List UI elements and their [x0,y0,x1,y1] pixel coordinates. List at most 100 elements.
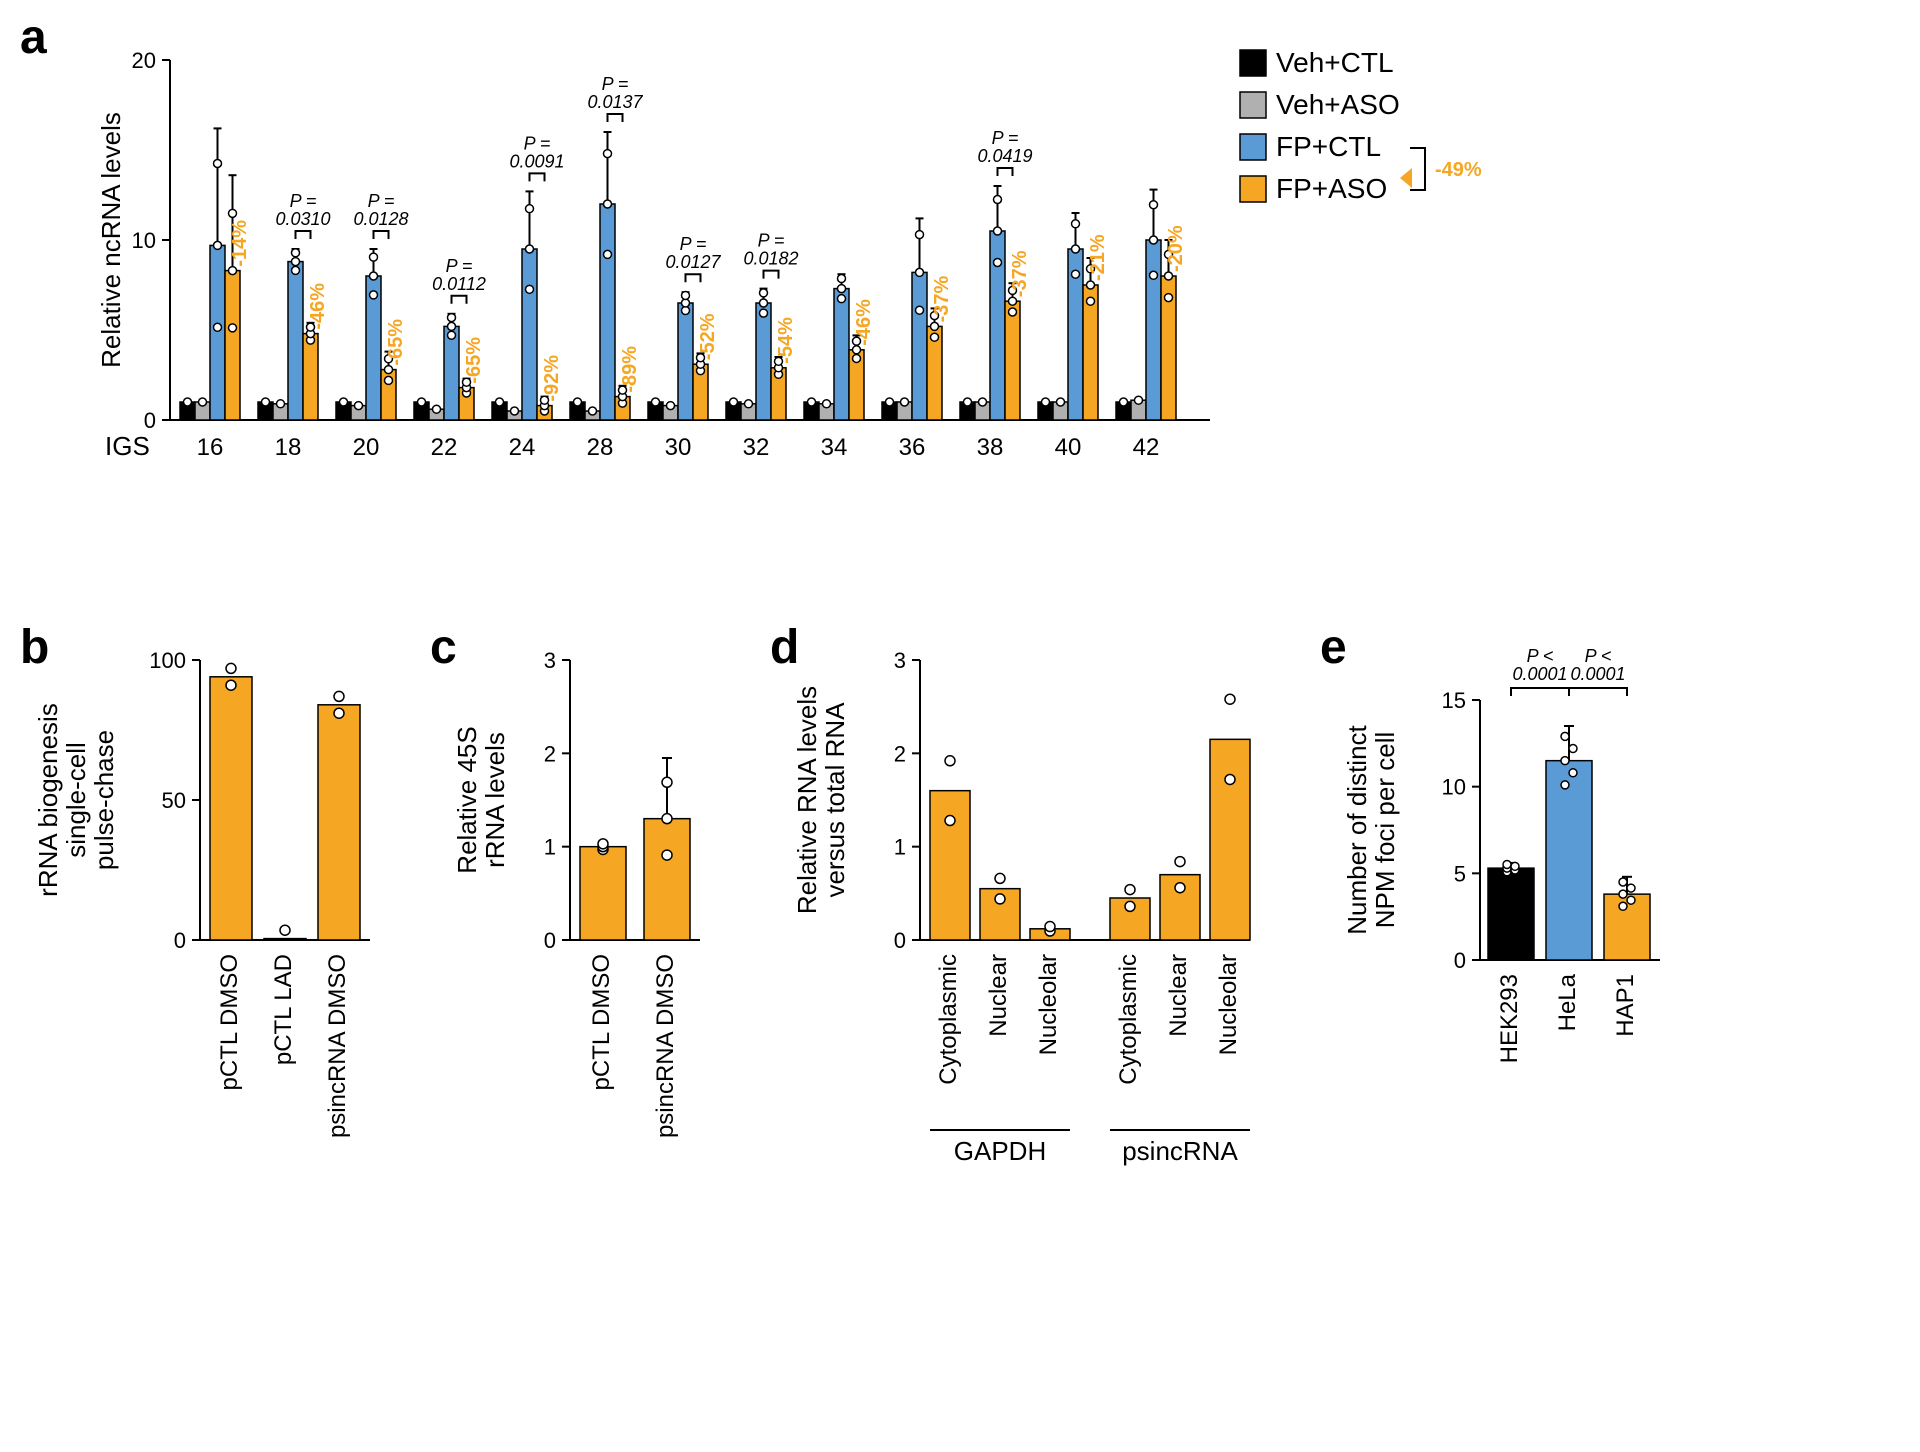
svg-text:20: 20 [132,48,156,73]
svg-text:Nucleolar: Nucleolar [1035,954,1062,1055]
svg-text:Nucleolar: Nucleolar [1215,954,1242,1055]
svg-text:18: 18 [275,434,302,461]
svg-text:pCTL DMSO: pCTL DMSO [216,954,243,1090]
svg-text:NPM foci per cell: NPM foci per cell [1370,732,1400,929]
svg-text:42: 42 [1133,434,1160,461]
svg-text:Cytoplasmic: Cytoplasmic [935,954,962,1085]
svg-text:-21%: -21% [1087,234,1109,281]
svg-text:versus total RNA: versus total RNA [820,702,850,898]
svg-text:P <: P < [1585,646,1612,666]
svg-text:10: 10 [1442,775,1466,800]
svg-text:0.0001: 0.0001 [1512,664,1567,684]
svg-text:P =: P = [290,191,317,211]
svg-text:-49%: -49% [1435,159,1482,181]
svg-text:-54%: -54% [775,317,797,364]
svg-text:32: 32 [743,434,770,461]
svg-text:0: 0 [894,928,906,953]
panel-e-chart: 051015 Number of distinctNPM foci per ce… [1350,640,1710,1260]
svg-text:20: 20 [353,434,380,461]
svg-text:FP+CTL: FP+CTL [1276,131,1381,162]
svg-text:-14%: -14% [229,220,251,267]
svg-text:0: 0 [144,408,156,433]
svg-text:0: 0 [1454,948,1466,973]
panel-a-legend: Veh+CTL Veh+ASO FP+CTL FP+ASO -49% [1240,47,1482,204]
svg-text:Veh+ASO: Veh+ASO [1276,89,1400,120]
svg-text:28: 28 [587,434,614,461]
svg-text:1: 1 [544,835,556,860]
svg-text:0.0091: 0.0091 [509,151,564,171]
panel-c-chart: 0123 Relative 45SrRNA levels pCTL DMSOps… [460,640,740,1240]
svg-text:single-cell: single-cell [61,742,91,858]
svg-text:36: 36 [899,434,926,461]
svg-text:HeLa: HeLa [1554,973,1581,1031]
svg-text:1: 1 [894,835,906,860]
svg-text:40: 40 [1055,434,1082,461]
panel-b-label: b [20,620,49,675]
svg-text:GAPDH: GAPDH [954,1136,1046,1166]
panel-a-label: a [20,10,47,65]
svg-text:HEK293: HEK293 [1496,974,1523,1063]
svg-text:P =: P = [758,231,785,251]
svg-text:P =: P = [602,74,629,94]
panel-a-xprefix: IGS [105,431,150,461]
svg-text:P =: P = [368,191,395,211]
svg-text:P =: P = [680,234,707,254]
svg-text:pCTL DMSO: pCTL DMSO [588,954,615,1090]
svg-text:psincRNA DMSO: psincRNA DMSO [652,954,679,1138]
svg-text:Relative 45S: Relative 45S [452,726,482,873]
svg-text:24: 24 [509,434,536,461]
svg-text:5: 5 [1454,861,1466,886]
svg-text:3: 3 [544,648,556,673]
svg-text:-65%: -65% [385,319,407,366]
svg-text:0.0127: 0.0127 [665,252,721,272]
svg-text:50: 50 [162,788,186,813]
svg-text:10: 10 [132,228,156,253]
svg-text:pCTL LAD: pCTL LAD [270,954,297,1065]
svg-text:-46%: -46% [853,299,875,346]
svg-text:38: 38 [977,434,1004,461]
svg-text:100: 100 [149,648,186,673]
svg-text:0.0419: 0.0419 [977,146,1032,166]
svg-text:0: 0 [544,928,556,953]
svg-text:rRNA levels: rRNA levels [480,732,510,868]
svg-text:0.0310: 0.0310 [275,209,330,229]
panel-e-label: e [1320,620,1347,675]
svg-text:2: 2 [894,741,906,766]
svg-text:-37%: -37% [931,275,953,322]
svg-text:HAP1: HAP1 [1612,974,1639,1037]
svg-text:0.0182: 0.0182 [743,249,798,269]
svg-text:0.0128: 0.0128 [353,209,408,229]
panel-a-chart: 0 10 20 Relative ncRNA levels IGS 16 18 20 22… [90,20,1390,560]
svg-text:P =: P = [446,256,473,276]
svg-text:34: 34 [821,434,848,461]
svg-text:Relative RNA levels: Relative RNA levels [792,686,822,914]
svg-text:15: 15 [1442,688,1466,713]
panel-a-ylabel: Relative ncRNA levels [96,112,126,368]
svg-text:-52%: -52% [697,313,719,360]
svg-text:Veh+CTL: Veh+CTL [1276,47,1394,78]
svg-text:Nuclear: Nuclear [1165,954,1192,1037]
svg-text:22: 22 [431,434,458,461]
svg-text:0.0001: 0.0001 [1570,664,1625,684]
svg-text:rRNA biogenesis: rRNA biogenesis [33,703,63,897]
panel-c-label: c [430,620,457,675]
svg-text:Nuclear: Nuclear [985,954,1012,1037]
svg-text:Number of distinct: Number of distinct [1342,724,1372,934]
svg-text:pulse-chase: pulse-chase [89,730,119,870]
svg-text:-65%: -65% [463,337,485,384]
svg-text:-92%: -92% [541,355,563,402]
svg-text:FP+ASO: FP+ASO [1276,173,1387,204]
svg-text:16: 16 [197,434,224,461]
panel-d-label: d [770,620,799,675]
svg-text:P =: P = [524,133,551,153]
svg-text:30: 30 [665,434,692,461]
svg-text:0: 0 [174,928,186,953]
svg-text:-46%: -46% [307,283,329,330]
svg-text:3: 3 [894,648,906,673]
panel-b-chart: 050100 rRNA biogenesissingle-cellpulse-c… [60,640,400,1240]
svg-text:psincRNA DMSO: psincRNA DMSO [324,954,351,1138]
panel-d-chart: 0123 Relative RNA levelsversus total RNA… [800,640,1280,1280]
svg-text:0.0112: 0.0112 [432,274,486,294]
svg-text:2: 2 [544,741,556,766]
svg-text:-37%: -37% [1009,250,1031,297]
